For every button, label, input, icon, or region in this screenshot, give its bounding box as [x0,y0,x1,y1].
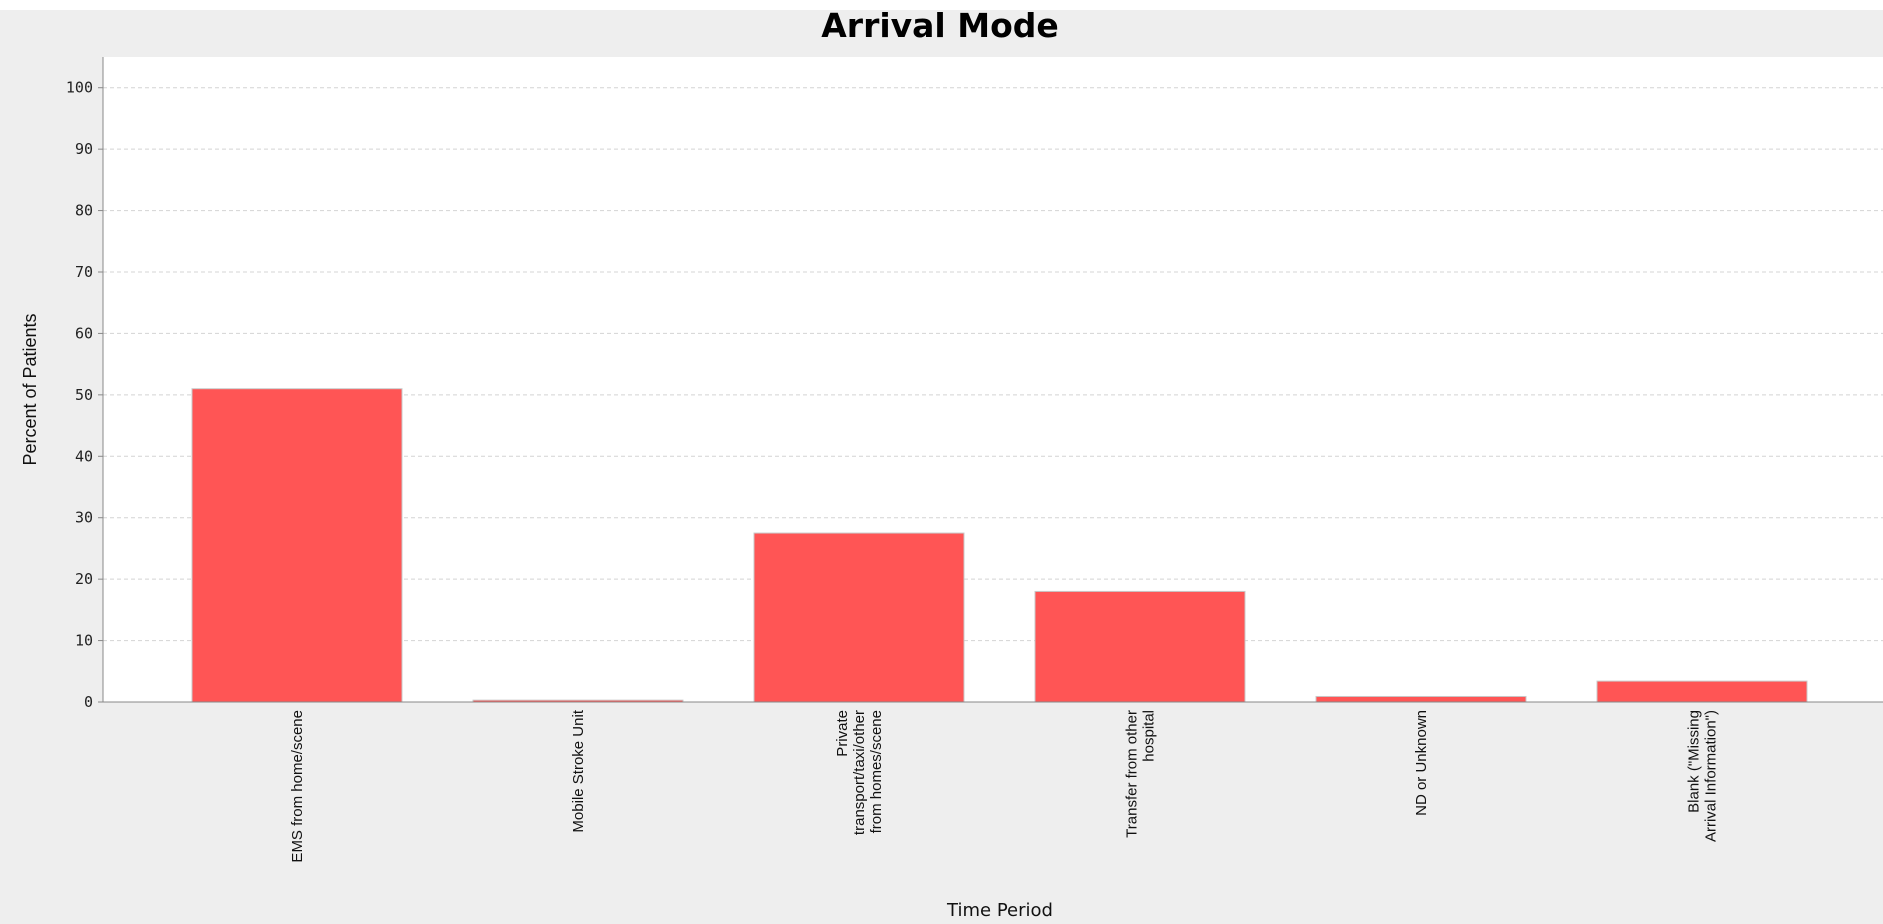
y-axis-title: Percent of Patients [20,313,40,465]
x-tick-label-line: Blank ("Missing [1686,710,1703,813]
bar [1596,680,1808,703]
x-tick-label-line: EMS from home/scene [289,710,306,863]
x-tick-label-line: Mobile Stroke Unit [570,709,587,832]
y-tick-label: 50 [75,386,93,404]
y-tick-label: 90 [75,140,93,158]
x-tick-label-line: transport/taxi/other [851,710,868,835]
bar [1315,695,1527,703]
x-tick-label: Blank ("MissingArrival Information") [1686,710,1720,842]
y-tick-label: 60 [75,324,93,342]
x-tick-label-line: Private [834,710,851,757]
x-tick-label-line: ND or Unknown [1413,710,1430,816]
y-tick-label: 20 [75,570,93,588]
bar [753,532,965,703]
y-tick-label: 70 [75,263,93,281]
y-tick-label: 100 [66,79,93,97]
x-tick-label-line: from homes/scene [868,710,885,833]
x-tick-label: Mobile Stroke Unit [570,709,587,832]
x-tick-label-line: Arrival Information") [1703,710,1720,842]
axes [98,57,1883,703]
y-tick-label: 80 [75,202,93,220]
x-tick-label: Privatetransport/taxi/otherfrom homes/sc… [834,710,885,835]
x-tick-label: EMS from home/scene [289,710,306,863]
chart-container: Arrival Mode 0 10 20 30 40 50 60 70 80 90 100 EMS … [0,10,1883,924]
y-tick-label: 10 [75,632,93,650]
bar [1034,590,1246,703]
x-tick-label-line: Transfer from other [1124,710,1141,838]
y-tick-labels: 0 10 20 30 40 50 60 70 80 90 100 [66,79,93,711]
chart-title: Arrival Mode [821,10,1059,45]
bar [191,388,403,703]
y-tick-label: 30 [75,509,93,527]
x-tick-label-line: hospital [1141,710,1158,762]
y-tick-label: 40 [75,447,93,465]
y-tick-label: 0 [84,693,93,711]
x-tick-label: Transfer from otherhospital [1124,710,1158,838]
bar-chart: Arrival Mode 0 10 20 30 40 50 60 70 80 90 100 EMS … [20,10,1883,921]
x-axis-title: Time Period [946,900,1053,921]
category-labels: EMS from home/scene Mobile Stroke Unit Pri… [289,709,1720,862]
bars [191,388,1808,703]
x-tick-label: ND or Unknown [1413,710,1430,816]
